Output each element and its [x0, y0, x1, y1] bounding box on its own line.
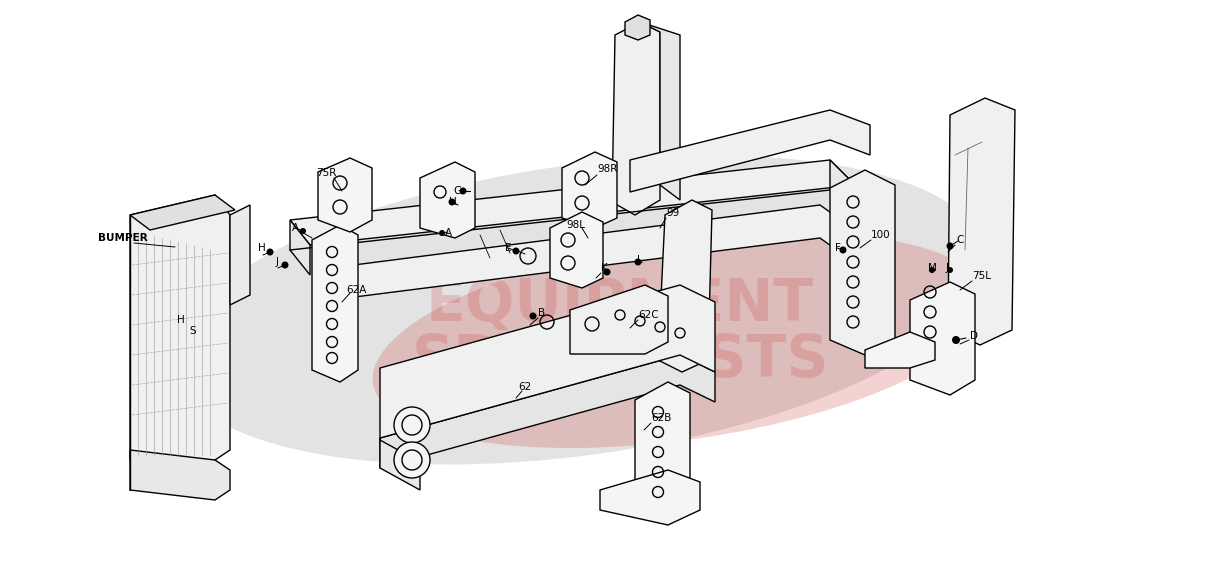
Circle shape — [394, 442, 429, 478]
Text: 62B: 62B — [651, 413, 671, 423]
Polygon shape — [231, 205, 250, 305]
Text: EQUIPMENT: EQUIPMENT — [426, 277, 814, 333]
Text: 62: 62 — [518, 382, 531, 392]
Circle shape — [439, 230, 445, 236]
Polygon shape — [830, 160, 855, 215]
Polygon shape — [640, 22, 680, 200]
Polygon shape — [830, 170, 895, 355]
Text: J: J — [946, 263, 949, 273]
Circle shape — [947, 242, 954, 249]
Text: SPECIALISTS: SPECIALISTS — [411, 332, 828, 389]
Text: D: D — [970, 331, 978, 341]
Polygon shape — [318, 158, 372, 232]
Text: BUMPER: BUMPER — [98, 233, 148, 243]
Text: F: F — [834, 243, 841, 253]
Text: G: G — [453, 186, 461, 196]
Circle shape — [512, 248, 520, 254]
Text: L: L — [637, 255, 643, 265]
Polygon shape — [420, 162, 475, 238]
Text: 75L: 75L — [972, 271, 991, 281]
Circle shape — [266, 249, 273, 256]
Circle shape — [300, 228, 306, 234]
Circle shape — [394, 407, 429, 443]
Text: 98L: 98L — [566, 220, 586, 230]
Text: H: H — [177, 315, 184, 325]
Polygon shape — [312, 225, 357, 382]
Polygon shape — [612, 22, 660, 215]
Circle shape — [947, 267, 953, 273]
Polygon shape — [315, 302, 348, 352]
Text: K: K — [601, 263, 608, 273]
Circle shape — [282, 261, 288, 268]
Text: A: A — [445, 228, 453, 238]
Text: 100: 100 — [871, 230, 891, 240]
Polygon shape — [131, 195, 235, 230]
Text: J: J — [276, 257, 279, 267]
Ellipse shape — [372, 232, 987, 448]
Polygon shape — [570, 285, 669, 354]
Polygon shape — [634, 382, 691, 522]
Circle shape — [449, 199, 455, 206]
Text: S: S — [189, 326, 195, 336]
Circle shape — [839, 246, 847, 253]
Text: B: B — [538, 308, 545, 318]
Circle shape — [928, 267, 935, 273]
Text: M: M — [928, 263, 937, 273]
Text: C: C — [956, 235, 964, 245]
Circle shape — [952, 336, 960, 344]
Text: 99: 99 — [666, 208, 680, 218]
Polygon shape — [910, 282, 975, 395]
Text: E: E — [505, 243, 511, 253]
Text: H: H — [449, 197, 456, 207]
Text: 98R: 98R — [597, 164, 617, 174]
Text: A: A — [292, 223, 299, 233]
Polygon shape — [865, 332, 935, 368]
Polygon shape — [315, 205, 848, 302]
Circle shape — [460, 188, 466, 195]
Polygon shape — [658, 200, 712, 372]
Polygon shape — [625, 15, 650, 40]
Polygon shape — [290, 220, 310, 275]
Polygon shape — [562, 152, 617, 228]
Polygon shape — [290, 160, 855, 245]
Ellipse shape — [173, 156, 987, 465]
Polygon shape — [948, 98, 1015, 345]
Polygon shape — [550, 212, 603, 288]
Polygon shape — [131, 450, 231, 500]
Polygon shape — [131, 195, 231, 460]
Polygon shape — [600, 470, 700, 525]
Text: 62A: 62A — [346, 285, 366, 295]
Text: 75R: 75R — [316, 168, 337, 178]
Polygon shape — [379, 438, 420, 490]
Circle shape — [634, 259, 642, 266]
Text: H: H — [257, 243, 266, 253]
Polygon shape — [630, 110, 870, 192]
Polygon shape — [379, 285, 715, 438]
Circle shape — [529, 313, 537, 320]
Text: 62C: 62C — [638, 310, 659, 320]
Polygon shape — [379, 355, 715, 468]
Circle shape — [604, 268, 610, 275]
